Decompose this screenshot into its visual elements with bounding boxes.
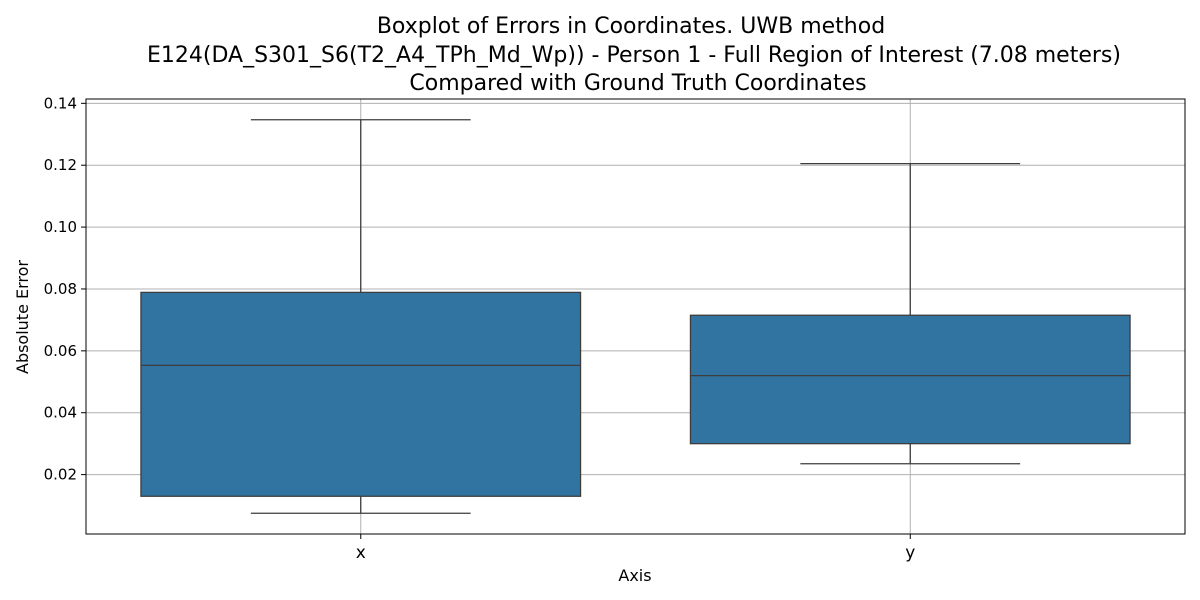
- y-tick-label: 0.08: [44, 280, 77, 298]
- box-x: [140, 119, 582, 514]
- y-tick-label: 0.12: [44, 156, 77, 174]
- x-tick-label-x: x: [356, 543, 366, 563]
- y-tick-label: 0.10: [44, 218, 77, 236]
- chart-title-line-1: Boxplot of Errors in Coordinates. UWB me…: [377, 14, 885, 39]
- chart-title-line-2: E124(DA_S301_S6(T2_A4_TPh_Md_Wp)) - Pers…: [147, 43, 1121, 68]
- iqr-box: [140, 291, 582, 497]
- box-y: [689, 163, 1131, 465]
- y-tick-label: 0.02: [44, 466, 77, 484]
- y-axis-label: Absolute Error: [13, 260, 32, 374]
- boxes: [140, 119, 1131, 514]
- plot-area-frame: [85, 98, 1186, 535]
- y-tick-label: 0.14: [44, 94, 77, 112]
- y-tick-label: 0.06: [44, 342, 77, 360]
- y-axis-ticks: 0.02 0.04 0.06 0.08 0.10 0.12 0.14: [44, 94, 86, 484]
- chart-title: Boxplot of Errors in Coordinates. UWB me…: [147, 14, 1121, 96]
- y-tick-label: 0.04: [44, 404, 77, 422]
- x-axis-label: Axis: [618, 566, 651, 585]
- x-tick-label-y: y: [905, 543, 915, 563]
- iqr-box: [689, 314, 1131, 445]
- chart-title-line-3: Compared with Ground Truth Coordinates: [409, 71, 866, 96]
